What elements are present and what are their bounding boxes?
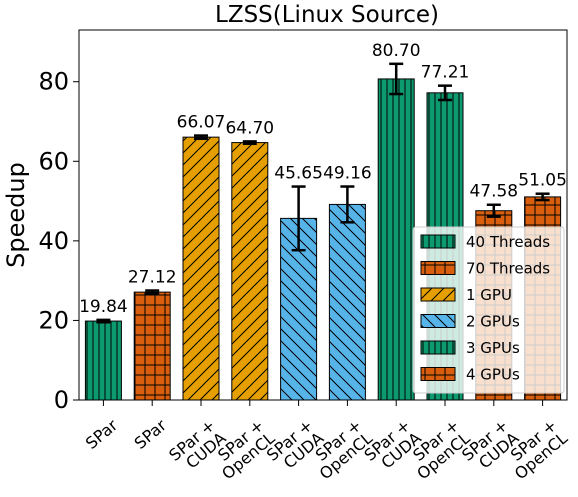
data-label: 64.70 [225, 118, 274, 138]
y-tick-label: 80 [38, 68, 69, 96]
data-label: 49.16 [323, 164, 372, 184]
data-label: 47.58 [469, 182, 518, 202]
y-tick-label: 0 [54, 386, 69, 414]
data-label: 51.05 [518, 171, 567, 191]
y-tick-label: 20 [38, 306, 69, 334]
bar-hatch [231, 142, 269, 401]
legend-swatch-hatch [420, 314, 456, 328]
y-tick-label: 40 [38, 227, 69, 255]
legend-label: 1 GPU [466, 286, 512, 304]
data-label: 66.07 [177, 113, 226, 133]
legend-label: 40 Threads [466, 233, 550, 251]
bar-hatch [84, 320, 122, 401]
legend-label: 4 GPUs [466, 366, 520, 384]
data-label: 27.12 [128, 268, 177, 288]
x-tick-label: SPar [131, 415, 171, 453]
legend-swatch-hatch [420, 340, 456, 355]
x-tick-label-line: SPar [131, 415, 171, 453]
legend-label: 70 Threads [466, 260, 550, 278]
data-label: 77.21 [421, 63, 470, 83]
x-tick-label: SPar +OpenCL [500, 415, 571, 483]
legend-label: 2 GPUs [466, 313, 520, 331]
data-label: 45.65 [274, 164, 323, 184]
data-label: 19.84 [79, 297, 128, 317]
legend-swatch-hatch [420, 287, 456, 302]
legend: 40 Threads 70 Threads 1 GPU 2 GPUs 3 GPUs 4 G… [412, 226, 565, 394]
x-tick-label: SPar [82, 415, 122, 453]
y-axis-label: Speedup [2, 162, 30, 268]
y-tick-labels: 0 20 40 60 80 [38, 68, 79, 414]
bar-hatch [133, 291, 171, 401]
axes-frame [78, 29, 568, 401]
data-label: 80.70 [372, 41, 421, 61]
bar-hatch [328, 203, 366, 401]
chart-title: LZSS(Linux Source) [215, 2, 439, 28]
legend-swatch-hatch [420, 234, 456, 249]
legend-swatch-hatch [420, 367, 456, 381]
bar-hatch [377, 78, 415, 401]
x-tick-label-line: SPar [82, 415, 122, 453]
legend-swatch-hatch [420, 261, 456, 275]
legend-label: 3 GPUs [466, 339, 520, 357]
bar-hatch [182, 136, 220, 401]
y-tick-label: 60 [38, 147, 69, 175]
